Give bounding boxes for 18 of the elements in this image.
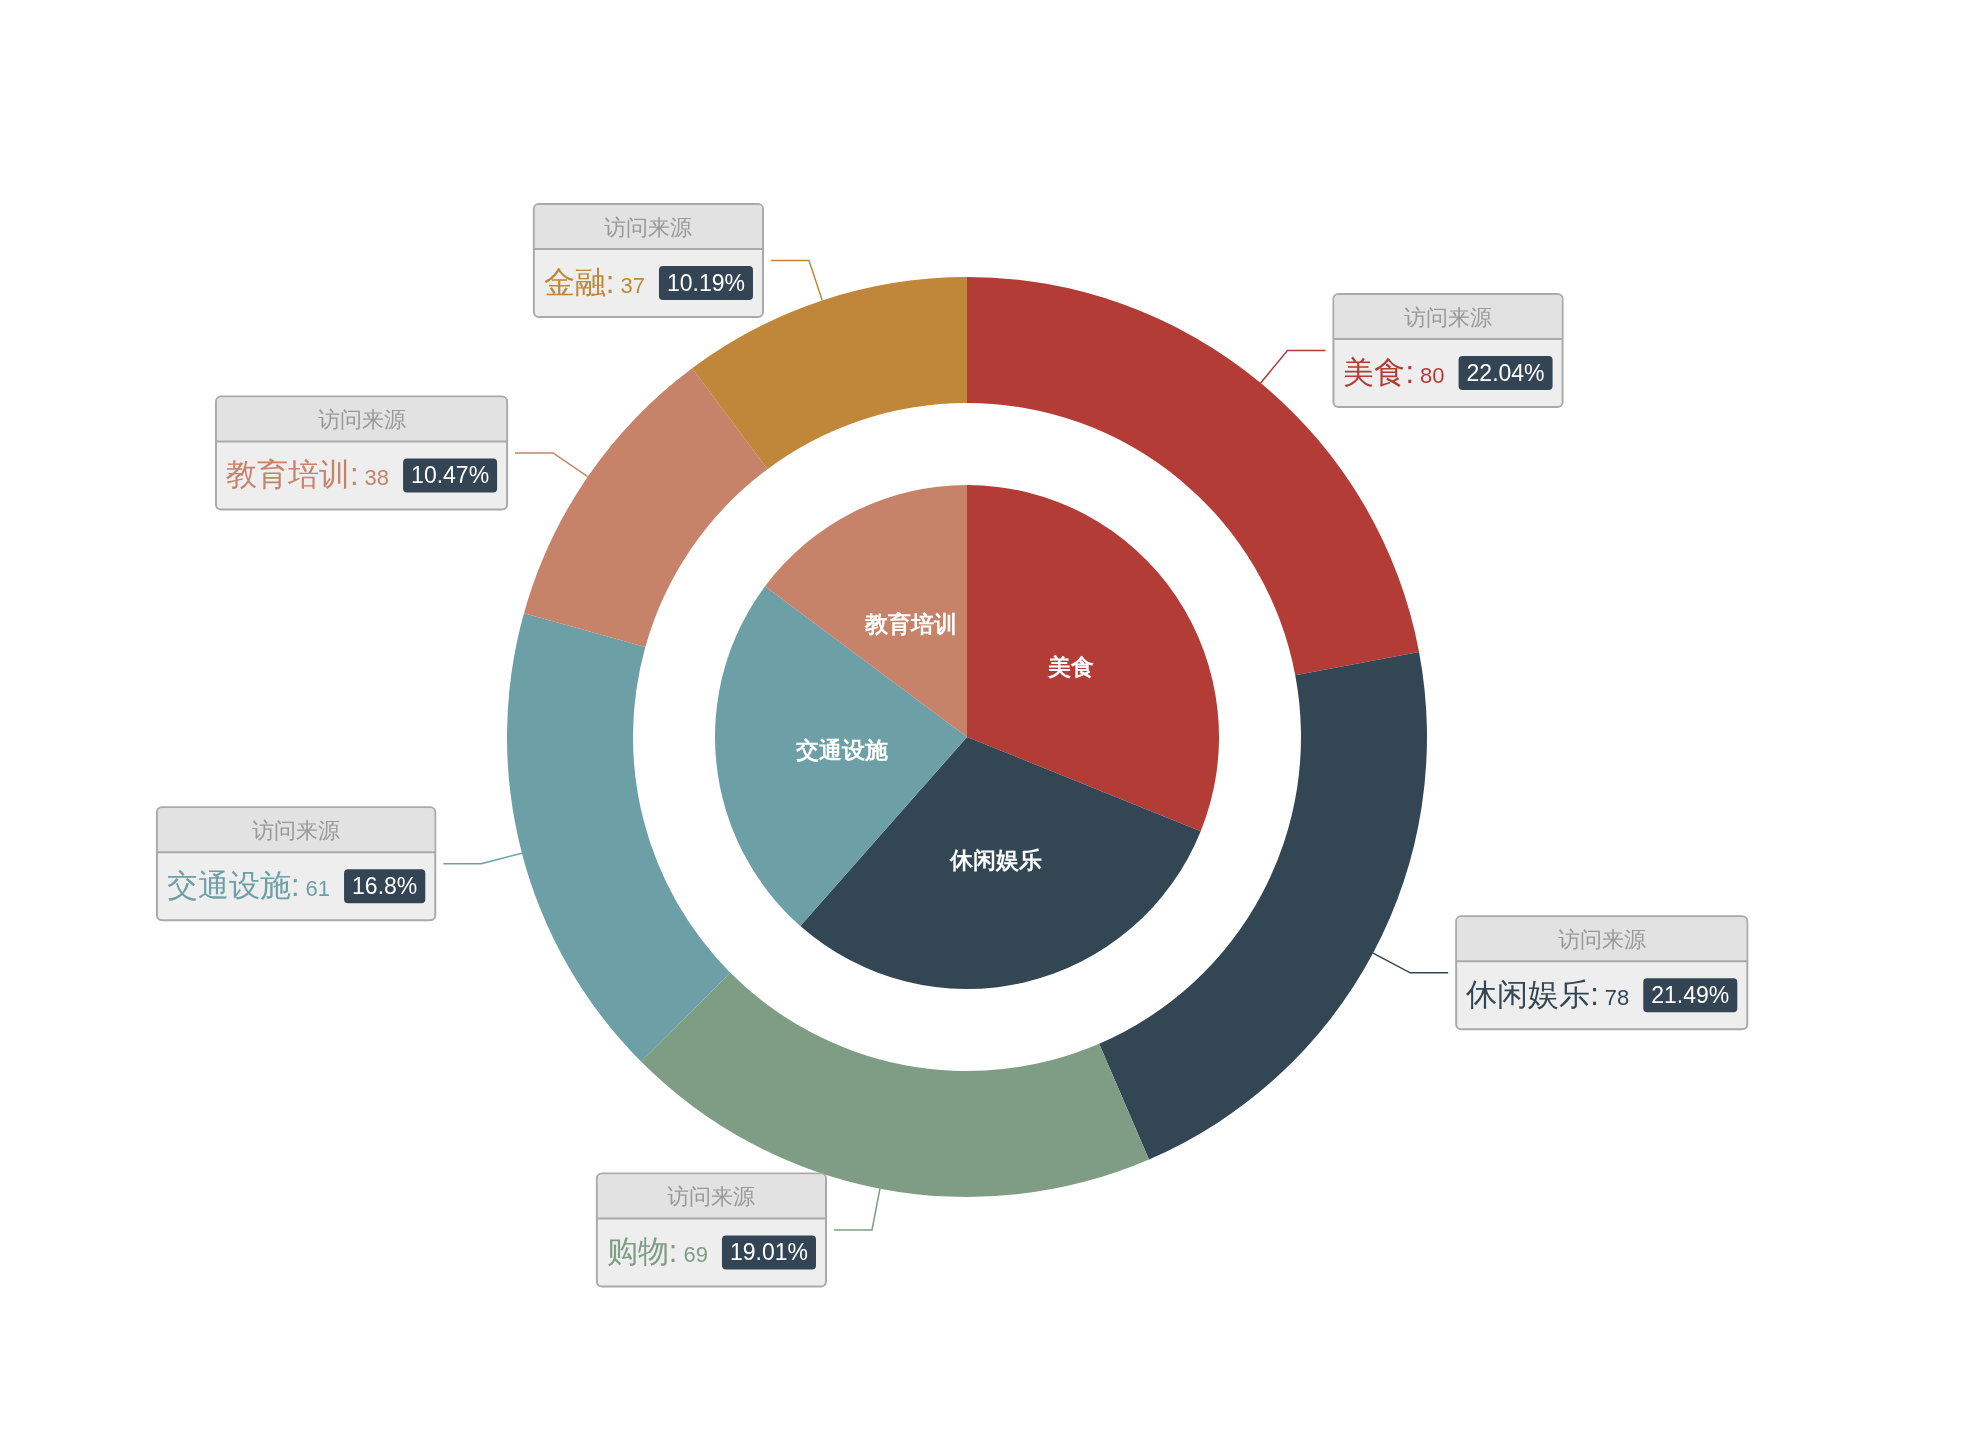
slice-label: 访问来源: [667, 1184, 756, 1210]
slice-label: 购物: [606, 1234, 669, 1270]
slice-label: 教育培训: [225, 457, 350, 493]
data-label: : 78 21.49%: [1590, 977, 1730, 1013]
legend-label: 休闲娱乐: [1466, 977, 1591, 1013]
slice-label: 金融: [543, 265, 606, 301]
slice-label: 休闲娱乐: [949, 846, 1043, 873]
data-label: : 38 10.47%: [349, 457, 490, 493]
data-label: : 69 19.01%: [668, 1234, 808, 1270]
data-label: : 80 22.04%: [1405, 355, 1545, 391]
slice-label: 教育培训: [863, 611, 957, 638]
slice-label: 美食: [1343, 355, 1406, 391]
data-label: : 37 10.19%: [605, 265, 745, 301]
text: 访问来源: [1557, 927, 1646, 953]
slice-label: 交通设施: [794, 737, 888, 764]
slice-label: 美食: [1047, 653, 1095, 680]
data-label: : 61 16.8%: [290, 868, 418, 904]
slice-label: 交通设施: [166, 868, 291, 904]
